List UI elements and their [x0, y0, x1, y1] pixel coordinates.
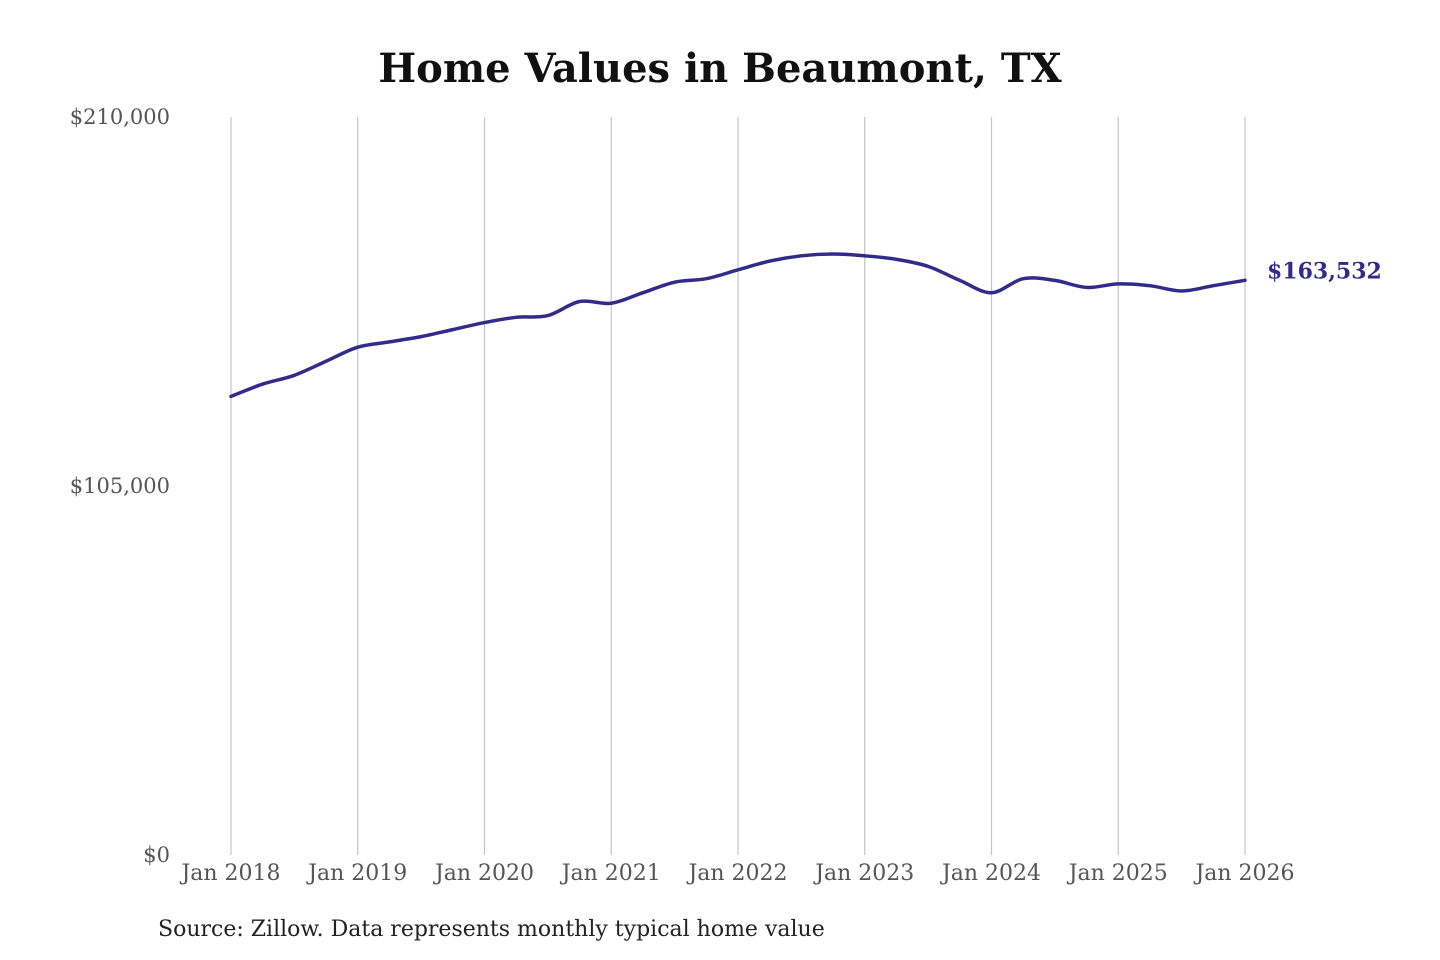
x-tick-label: Jan 2026 [1193, 861, 1294, 886]
x-tick-label: Jan 2024 [940, 861, 1041, 886]
x-tick-label: Jan 2021 [560, 861, 661, 886]
series-line-0 [229, 252, 1247, 399]
x-tick-label: Jan 2023 [813, 861, 914, 886]
y-tick-label: $0 [143, 843, 170, 867]
x-tick-label: Jan 2019 [306, 861, 407, 886]
x-axis-ticks: Jan 2018 Jan 2019 Jan 2020 Jan 2021 Jan 2022… [179, 861, 1294, 886]
y-tick-label: $105,000 [70, 474, 170, 498]
x-tick-label: Jan 2018 [179, 861, 280, 886]
end-value-label: $163,532 [1267, 258, 1382, 284]
chart-title: Home Values in Beaumont, TX [378, 45, 1062, 92]
x-tick-label: Jan 2022 [686, 861, 787, 886]
y-axis-ticks: $0 $105,000 $210,000 [70, 105, 170, 867]
series-layer [229, 252, 1247, 399]
x-tick-label: Jan 2020 [433, 861, 534, 886]
source-note: Source: Zillow. Data represents monthly … [158, 917, 825, 942]
end-label-layer: $163,532 [1267, 258, 1382, 284]
x-tick-label: Jan 2025 [1067, 861, 1168, 886]
vertical-gridlines [230, 117, 1246, 855]
y-tick-label: $210,000 [70, 105, 170, 129]
